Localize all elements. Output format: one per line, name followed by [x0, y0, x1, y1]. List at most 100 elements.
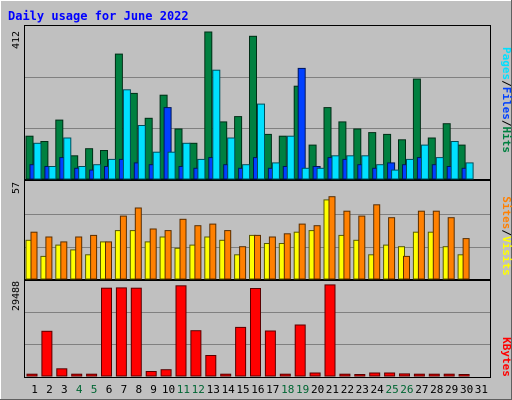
bar-kbytes-day-18 [279, 373, 291, 377]
bar-pages-day-14 [227, 137, 236, 180]
day-label-29: 29 [445, 383, 458, 396]
bar-pages-day-16 [257, 103, 265, 180]
bar-kbytes-day-10 [160, 369, 172, 377]
bar-sites-day-27 [417, 210, 425, 280]
bar-pages-day-20 [316, 167, 325, 180]
bar-pages-day-28 [435, 157, 444, 180]
day-label-17: 17 [266, 383, 279, 396]
bar-pages-day-22 [346, 155, 355, 180]
bar-sites-day-10 [164, 230, 172, 280]
bar-kbytes-day-14 [220, 373, 232, 377]
panel-kbytes-max-label: 29488 [11, 281, 22, 311]
day-label-23: 23 [356, 383, 369, 396]
bar-pages-day-5 [93, 164, 102, 180]
day-label-1: 1 [31, 383, 38, 396]
day-label-3: 3 [61, 383, 68, 396]
bar-sites-day-1 [30, 231, 38, 280]
bar-kbytes-day-8 [130, 287, 142, 377]
bar-sites-day-16 [254, 234, 261, 280]
bar-sites-day-23 [358, 215, 366, 280]
day-label-18: 18 [281, 383, 294, 396]
bar-kbytes-day-17 [264, 330, 276, 377]
panel-hits-max-label: 412 [11, 31, 22, 49]
day-label-31: 31 [475, 383, 488, 396]
legend-sites: Sites [500, 196, 512, 229]
day-label-26: 26 [400, 383, 413, 396]
bar-sites-day-14 [224, 230, 232, 280]
bar-pages-day-24 [376, 164, 385, 180]
bar-kbytes-day-29 [443, 373, 455, 377]
bar-kbytes-day-4 [71, 373, 83, 377]
day-label-9: 9 [150, 383, 157, 396]
day-label-13: 13 [207, 383, 220, 396]
day-label-7: 7 [121, 383, 128, 396]
bar-sites-day-28 [432, 210, 440, 280]
bar-pages-day-27 [420, 144, 429, 180]
bar-kbytes-day-7 [115, 287, 127, 377]
panel-visits-max-label: 57 [11, 182, 22, 194]
bar-kbytes-day-24 [369, 372, 381, 377]
bar-sites-day-18 [283, 233, 291, 280]
chart-title: Daily usage for June 2022 [8, 9, 189, 23]
panel-hits: 412 [11, 25, 491, 180]
bar-sites-day-19 [298, 223, 306, 280]
bar-pages-day-6 [108, 158, 116, 180]
day-label-14: 14 [222, 383, 236, 396]
bar-kbytes-day-2 [41, 330, 53, 377]
panel-hits-bars [25, 31, 490, 180]
legend-hits: Hits [500, 127, 512, 154]
day-label-27: 27 [415, 383, 428, 396]
bar-sites-day-6 [105, 241, 112, 280]
bar-kbytes-day-19 [294, 324, 306, 377]
bar-pages-day-25 [391, 169, 400, 180]
panel-kbytes: 29488 [11, 280, 491, 378]
bar-kbytes-day-28 [428, 373, 440, 377]
bar-kbytes-day-15 [235, 326, 247, 377]
bar-sites-day-2 [45, 236, 53, 280]
legend-files: Files [500, 87, 512, 120]
bar-pages-day-3 [63, 137, 72, 180]
bar-pages-day-8 [137, 125, 146, 180]
bar-sites-day-15 [239, 246, 247, 280]
bar-sites-day-11 [179, 218, 187, 280]
bar-kbytes-day-1 [26, 373, 38, 377]
bar-pages-day-2 [48, 166, 57, 180]
bar-sites-day-24 [373, 204, 381, 280]
day-label-5: 5 [91, 383, 98, 396]
bar-kbytes-day-12 [190, 330, 202, 377]
bar-pages-day-9 [152, 151, 161, 180]
day-label-20: 20 [311, 383, 324, 396]
bar-kbytes-day-16 [250, 288, 261, 377]
legend-sep-3: / [500, 229, 512, 236]
bar-pages-day-7 [122, 89, 131, 180]
panel-kbytes-bars [25, 284, 490, 377]
day-label-12: 12 [192, 383, 205, 396]
day-label-21: 21 [326, 383, 339, 396]
bar-kbytes-day-21 [324, 284, 336, 377]
day-label-28: 28 [430, 383, 443, 396]
bar-kbytes-day-11 [175, 285, 187, 377]
bar-kbytes-day-9 [145, 371, 157, 377]
legend-sep-2: / [500, 120, 512, 127]
bar-kbytes-day-13 [205, 355, 217, 377]
bar-pages-day-10 [167, 151, 176, 180]
bar-sites-day-13 [209, 223, 217, 280]
bar-pages-day-15 [242, 164, 251, 180]
bar-pages-day-21 [331, 155, 340, 180]
day-label-19: 19 [296, 383, 309, 396]
bar-kbytes-day-3 [56, 368, 68, 377]
bar-pages-day-30 [465, 162, 474, 180]
bar-kbytes-day-25 [384, 372, 396, 377]
bar-kbytes-day-30 [458, 374, 470, 377]
legend-pages: Pages [500, 47, 512, 80]
panel-visits-bars [25, 196, 490, 280]
bar-sites-day-26 [403, 255, 410, 280]
legend-sep-1: / [500, 80, 512, 87]
bar-pages-day-1 [33, 142, 42, 180]
bar-sites-day-21 [328, 196, 336, 280]
bar-sites-day-22 [343, 210, 351, 280]
bar-sites-day-7 [119, 215, 127, 280]
bar-kbytes-day-20 [309, 372, 321, 377]
bar-hits-day-13 [204, 31, 213, 180]
